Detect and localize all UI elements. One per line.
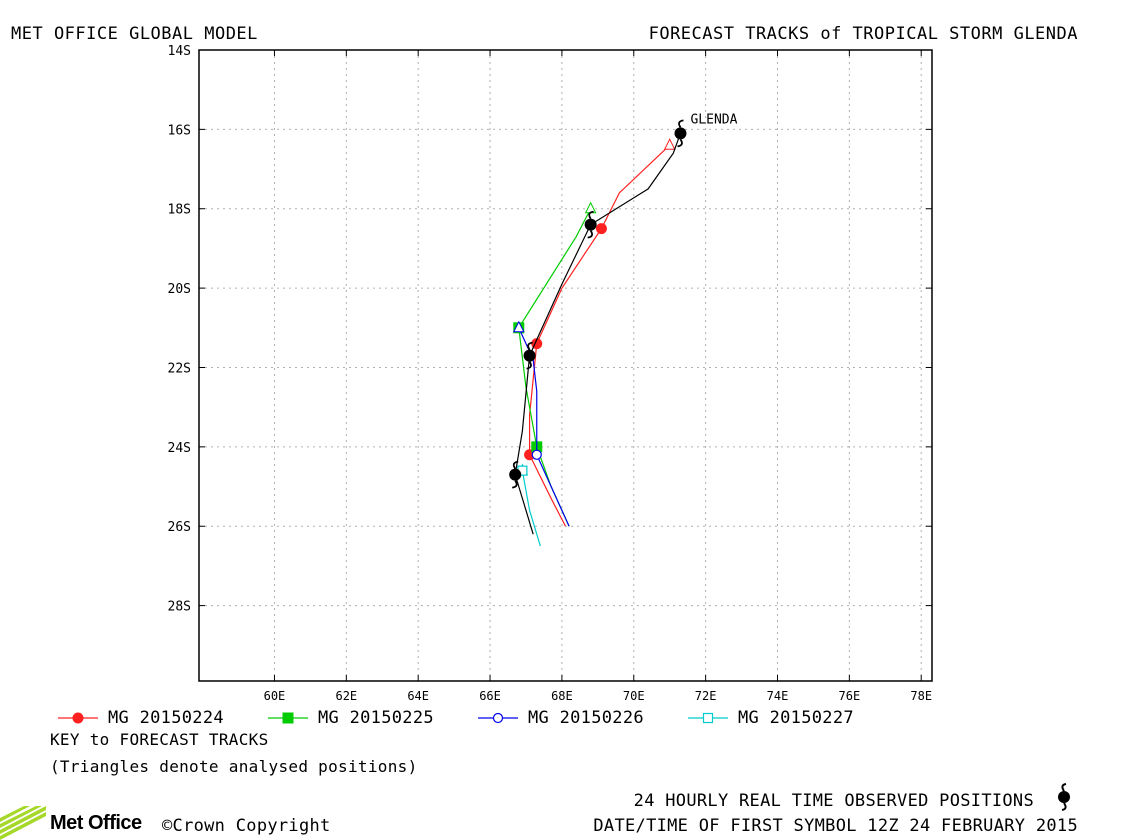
lat-label: 16S	[168, 123, 191, 138]
lat-label: 26S	[168, 520, 191, 535]
track-line	[528, 144, 671, 527]
storm-name-label: GLENDA	[690, 112, 737, 127]
legend-swatch	[478, 712, 518, 724]
lat-label: 24S	[168, 441, 191, 456]
lon-label: 64E	[407, 689, 429, 703]
analysed-position-triangle	[584, 201, 597, 214]
legend-label: MG 20150227	[738, 708, 854, 728]
forecast-track-1	[524, 138, 676, 527]
analysed-position-triangle	[663, 138, 676, 150]
storm-symbol	[509, 460, 522, 489]
lon-label: 72E	[695, 689, 717, 703]
met-office-logo-text: Met Office	[50, 812, 142, 834]
lon-label: 76E	[839, 689, 861, 703]
lat-label: 18S	[168, 203, 191, 218]
legend-marker	[72, 712, 84, 724]
lon-label: 74E	[767, 689, 789, 703]
legend-label: MG 20150224	[108, 708, 224, 728]
lat-label: 22S	[168, 361, 191, 376]
legend-note: (Triangles denote analysed positions)	[50, 757, 418, 776]
lon-label: 70E	[623, 689, 645, 703]
forecast-track-2	[513, 201, 597, 527]
analysed-position-triangle	[512, 320, 525, 333]
storm-symbol-icon	[1058, 783, 1070, 811]
lat-label: 14S	[168, 44, 191, 59]
storm-symbol	[674, 119, 687, 148]
forecast-tracks	[512, 138, 676, 547]
storm-symbol	[523, 341, 536, 370]
observed-caption: 24 HOURLY REAL TIME OBSERVED POSITIONS	[633, 791, 1034, 811]
map-grid	[199, 49, 932, 681]
legend-marker	[492, 712, 504, 724]
axis-labels: 14S 16S 18S 20S 22S 24S 26S 28S 60E 62E 64E 66E 68E 7…	[168, 44, 933, 703]
lon-label: 66E	[479, 689, 501, 703]
legend-swatch	[268, 712, 308, 724]
lon-label: 68E	[551, 689, 573, 703]
footer-left: Met Office ©Crown Copyright	[0, 806, 360, 840]
track-marker	[595, 223, 607, 235]
met-office-logo-icon	[0, 806, 46, 840]
track-map: 14S 16S 18S 20S 22S 24S 26S 28S 60E 62E 64E 66E 68E 7…	[168, 44, 933, 703]
legend-swatch	[58, 712, 98, 724]
legend-swatch	[688, 712, 728, 724]
legend-marker	[282, 712, 294, 724]
forecast-track-4	[516, 463, 541, 547]
copyright-text: ©Crown Copyright	[162, 816, 331, 836]
storm-symbol	[584, 210, 597, 239]
observed-line	[514, 133, 682, 535]
legend-label: MG 20150226	[528, 708, 644, 728]
chart-title: FORECAST TRACKS of TROPICAL STORM GLENDA	[648, 24, 1078, 44]
model-title: MET OFFICE GLOBAL MODEL	[11, 24, 258, 44]
lon-label: 60E	[264, 689, 286, 703]
legend-label: MG 20150225	[318, 708, 434, 728]
lon-label: 62E	[335, 689, 357, 703]
legend-key-title: KEY to FORECAST TRACKS	[50, 730, 269, 749]
lon-label: 78E	[910, 689, 932, 703]
lat-label: 20S	[168, 282, 191, 297]
map-frame	[198, 49, 933, 682]
track-line	[521, 470, 541, 547]
datetime-caption: DATE/TIME OF FIRST SYMBOL 12Z 24 FEBRUAR…	[593, 816, 1078, 836]
legend-marker	[702, 712, 714, 724]
observed-track	[509, 119, 687, 535]
lat-label: 28S	[168, 600, 191, 615]
track-marker	[531, 449, 542, 460]
